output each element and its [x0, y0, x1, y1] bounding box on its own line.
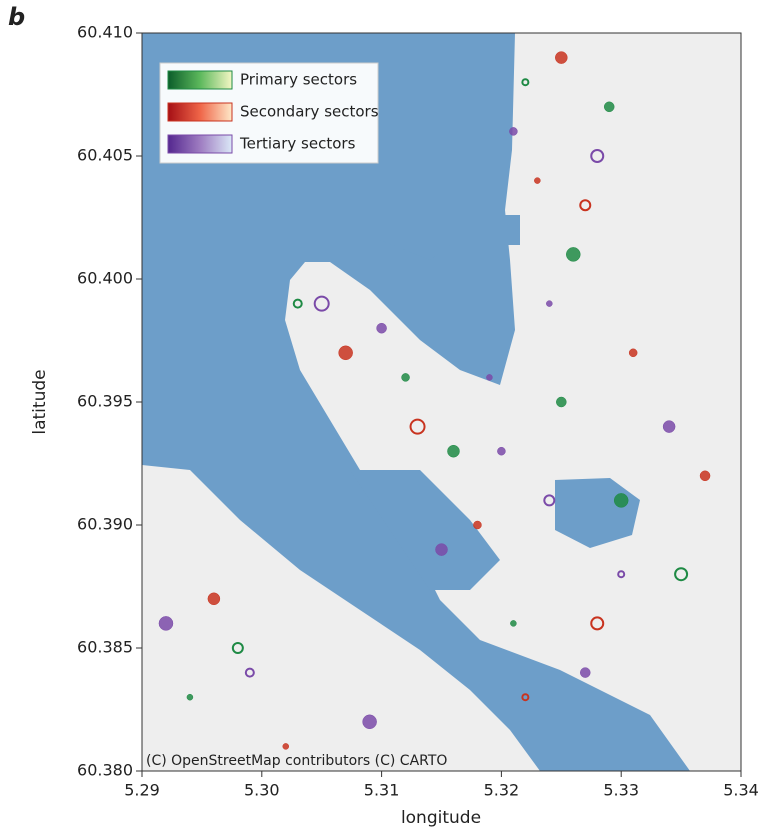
y-tick-label: 60.380	[77, 761, 133, 780]
point	[409, 418, 426, 435]
point	[338, 345, 353, 361]
y-tick-label: 60.400	[77, 269, 133, 288]
point	[590, 149, 605, 163]
point	[662, 420, 676, 433]
point	[579, 199, 592, 212]
point	[510, 620, 517, 627]
point	[603, 101, 615, 113]
point	[401, 373, 410, 382]
point	[613, 493, 629, 508]
point	[207, 592, 221, 606]
dock	[380, 215, 520, 260]
point	[509, 127, 518, 136]
x-tick-label: 5.30	[244, 781, 280, 800]
point	[435, 543, 448, 556]
legend-swatch	[167, 102, 233, 122]
point	[628, 348, 638, 358]
point	[376, 322, 387, 334]
legend-label: Primary sectors	[240, 71, 357, 89]
point	[543, 494, 556, 507]
point	[534, 177, 541, 184]
land	[142, 465, 540, 771]
x-axis-label: longitude	[401, 808, 481, 828]
point	[674, 567, 689, 582]
point	[186, 693, 194, 701]
y-axis-label: latitude	[30, 369, 50, 434]
point	[231, 642, 244, 654]
y-tick-label: 60.405	[77, 146, 133, 165]
point	[486, 374, 493, 381]
y-tick-label: 60.390	[77, 515, 133, 534]
point	[362, 714, 377, 730]
point	[521, 78, 530, 87]
point	[292, 298, 303, 309]
x-tick-label: 5.32	[484, 781, 520, 800]
point	[282, 743, 290, 750]
point	[546, 300, 553, 307]
point	[590, 616, 605, 631]
y-tick-label: 60.410	[77, 23, 133, 42]
land	[285, 33, 741, 771]
point	[556, 396, 567, 408]
x-tick-label: 5.31	[364, 781, 400, 800]
point	[555, 51, 568, 64]
point	[313, 295, 330, 312]
legend-swatch	[167, 70, 233, 90]
harbour	[350, 470, 500, 590]
point	[521, 693, 530, 702]
y-tick-label: 60.385	[77, 638, 133, 657]
point	[566, 247, 581, 262]
point	[580, 667, 591, 678]
panel-label: b	[8, 3, 25, 31]
point	[617, 570, 626, 579]
basemap	[142, 33, 741, 771]
attribution: (C) OpenStreetMap contributors (C) CARTO	[146, 753, 447, 769]
point	[473, 520, 482, 530]
legend-label: Secondary sectors	[240, 103, 379, 121]
x-tick-label: 5.33	[603, 781, 639, 800]
point	[497, 446, 506, 456]
x-tick-label: 5.29	[124, 781, 160, 800]
x-tick-label: 5.34	[723, 781, 759, 800]
legend-label: Tertiary sectors	[239, 135, 356, 153]
point	[699, 470, 711, 482]
point	[158, 616, 174, 631]
point	[244, 667, 255, 678]
y-tick-label: 60.395	[77, 392, 133, 411]
legend-swatch	[167, 134, 233, 154]
point	[447, 444, 460, 458]
